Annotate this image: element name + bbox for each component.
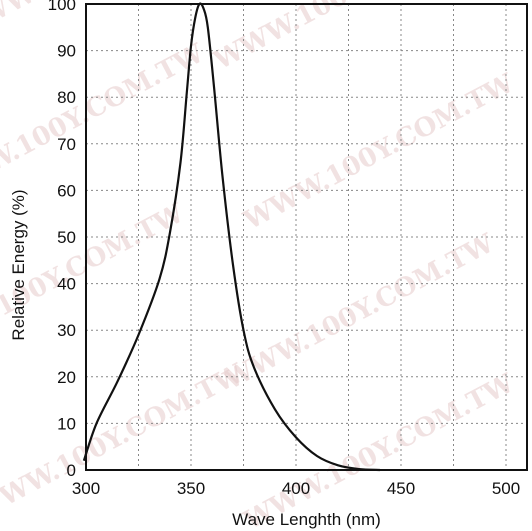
plot-frame [85,3,528,471]
y-tick-label: 30 [57,321,76,340]
y-tick-label: 80 [57,88,76,107]
y-tick-label: 50 [57,228,76,247]
y-axis-title: Relative Energy (%) [9,189,28,340]
x-tick-labels: 300 350 400 450 500 [72,479,520,498]
y-tick-label: 60 [57,181,76,200]
x-tick-label: 500 [492,479,520,498]
y-tick-label: 40 [57,275,76,294]
watermark-text: WWW.100Y.COM.TW [0,358,250,527]
y-tick-label: 100 [48,0,76,14]
watermark-text: WWW.100Y.COM.TW [238,68,519,237]
x-tick-label: 300 [72,479,100,498]
y-tick-labels: 0 10 20 30 40 50 60 70 80 90 100 [48,0,76,480]
x-axis-title: Wave Lenghth (nm) [232,510,381,529]
watermark-text: WWW.100Y.COM.TW [238,368,519,531]
x-tick-label: 400 [282,479,310,498]
watermark-text: WWW.100Y.COM.TW [218,228,499,397]
y-tick-label: 90 [57,42,76,61]
x-tick-label: 350 [177,479,205,498]
y-tick-label: 20 [57,368,76,387]
watermark-layer: WWW.100Y.COM.TW WWW.100Y.COM.TWWWW.100Y.C… [0,0,520,531]
series-line-relative-energy [82,2,381,472]
y-tick-label: 70 [57,135,76,154]
x-tick-label: 450 [387,479,415,498]
y-tick-label: 0 [67,461,76,480]
y-tick-label: 10 [57,414,76,433]
watermark-text: WWW.100Y.COM.TW [0,198,190,367]
